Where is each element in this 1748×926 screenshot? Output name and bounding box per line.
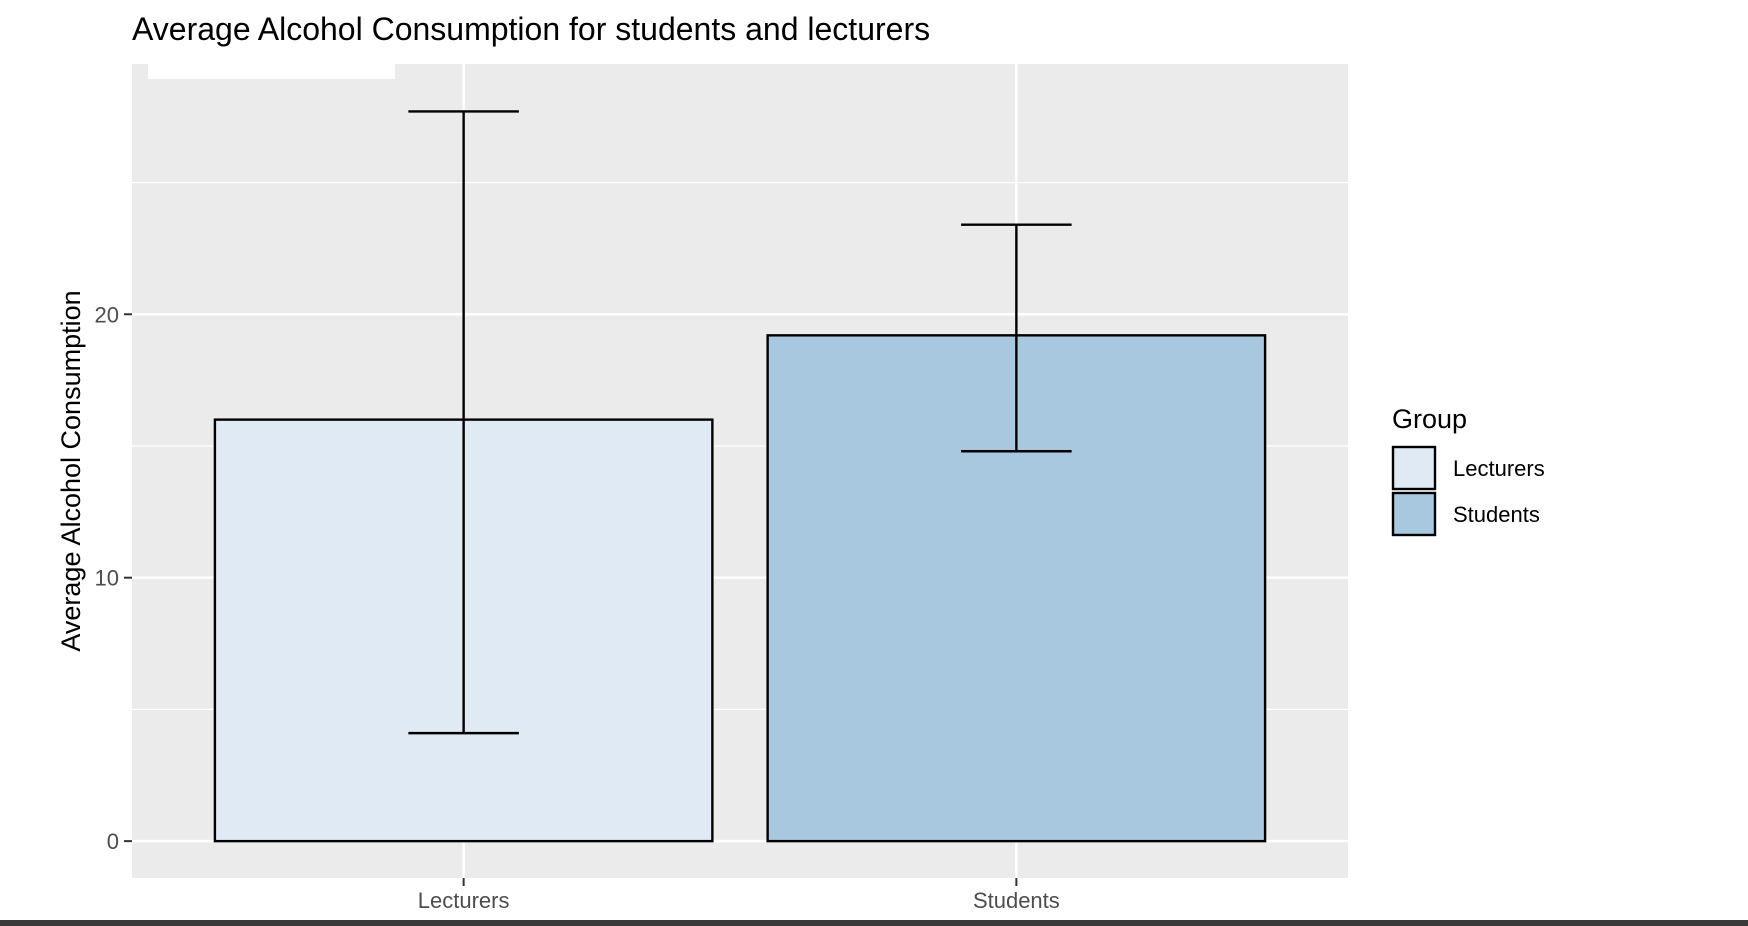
- legend: Group Lecturers Students: [1391, 404, 1545, 537]
- chart-title: Average Alcohol Consumption for students…: [132, 11, 930, 47]
- error-bar-lecturers: [408, 110, 519, 735]
- y-tick-label: 10: [95, 566, 119, 591]
- error-bar-students: [961, 223, 1072, 453]
- legend-label: Lecturers: [1453, 456, 1545, 481]
- x-axis: Lecturers Students: [418, 878, 1060, 913]
- y-tick-label: 20: [95, 302, 119, 327]
- legend-label: Students: [1453, 502, 1540, 527]
- legend-key-lecturers: [1391, 445, 1437, 491]
- x-tick-label: Lecturers: [418, 888, 510, 913]
- error-bars: [408, 110, 1072, 735]
- panel-white-patch: [148, 64, 395, 79]
- legend-title: Group: [1392, 404, 1467, 434]
- y-axis-label: Average Alcohol Consumption: [56, 290, 86, 651]
- legend-key-students: [1391, 491, 1437, 537]
- x-tick-label: Students: [973, 888, 1060, 913]
- window-bottom-edge: [0, 920, 1748, 926]
- y-tick-label: 0: [107, 829, 119, 854]
- y-axis: 0 10 20: [95, 302, 132, 854]
